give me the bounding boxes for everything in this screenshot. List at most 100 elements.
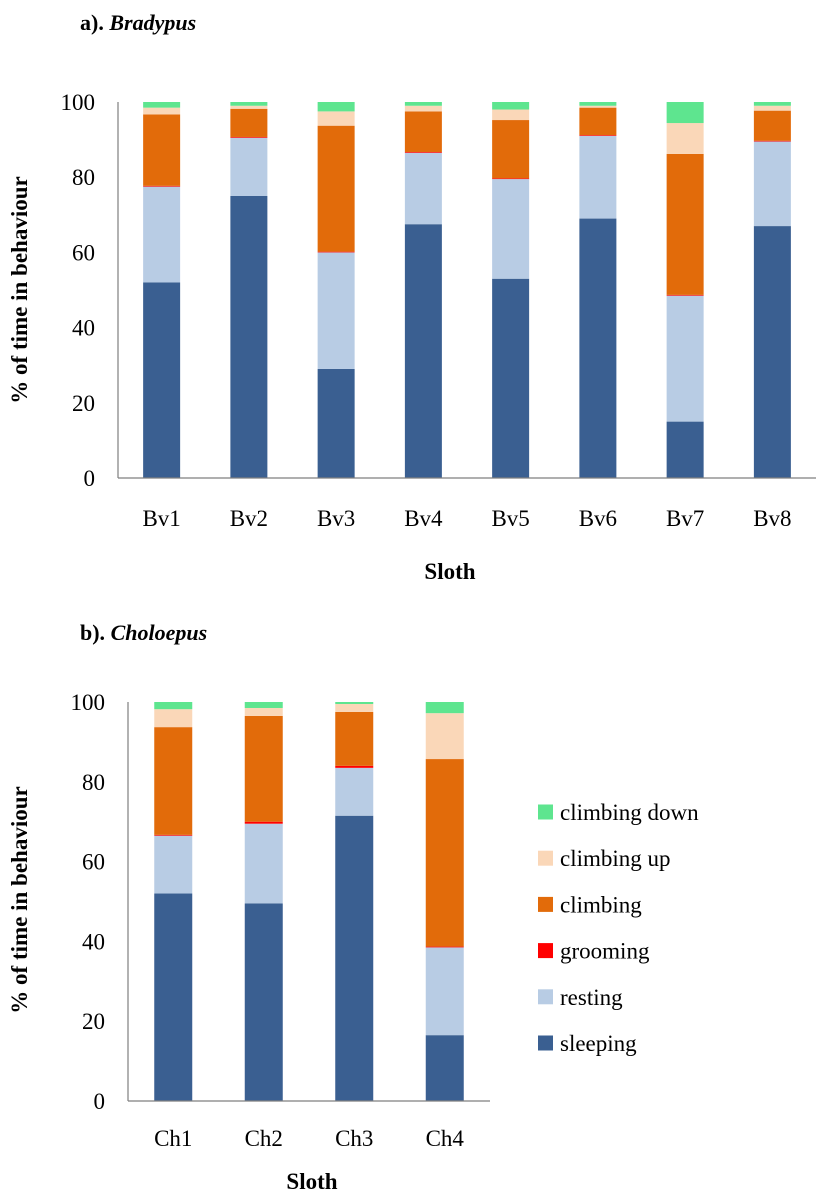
panel-title-genus: Choloepus — [111, 620, 208, 645]
x-tick-label-ch3: Ch3 — [335, 1126, 373, 1151]
bar-bv1-resting — [143, 186, 181, 283]
x-tick-label-ch2: Ch2 — [245, 1126, 283, 1151]
bar-bv3-climbing-down — [317, 102, 355, 112]
y-tick-label-100: 100 — [61, 90, 96, 115]
bar-ch2-climbing — [244, 715, 283, 822]
bar-ch4-climbing-up — [425, 713, 464, 760]
bar-bv4-resting — [404, 152, 442, 225]
panel-title: b). Choloepus — [80, 620, 207, 645]
bar-ch4-grooming — [425, 946, 464, 948]
y-tick-label-40: 40 — [72, 316, 95, 341]
x-tick-label-bv3: Bv3 — [317, 506, 355, 531]
bar-bv3-climbing-up — [317, 111, 355, 126]
y-tick-label-20: 20 — [72, 391, 95, 416]
bar-ch2-resting — [244, 823, 283, 904]
chart-b: b). Choloepus 0 20 40 60 80 100 Ch1 Ch2 Ch3 Ch4 Slo… — [7, 620, 490, 1194]
y-tick-label-80: 80 — [82, 770, 105, 795]
bar-ch4-climbing-down — [425, 702, 464, 714]
bar-bv6-climbing-down — [579, 102, 617, 106]
bar-bv5-climbing-up — [492, 109, 530, 121]
panel-title-prefix: a). — [80, 10, 109, 35]
bar-bv3-sleeping — [317, 368, 355, 478]
bar-bv7-sleeping — [666, 421, 704, 478]
legend-label-grooming: grooming — [560, 939, 650, 964]
panel-title-genus: Bradypus — [108, 10, 196, 35]
bar-bv8-climbing-up — [753, 105, 791, 111]
bar-ch4-resting — [425, 947, 464, 1036]
y-axis-title: % of time in behaviour — [7, 176, 32, 403]
bar-bv5-resting — [492, 179, 530, 279]
bar-ch1-sleeping — [154, 893, 193, 1101]
y-axis-title: % of time in behaviour — [7, 786, 32, 1013]
legend-swatch-climbing — [538, 896, 553, 912]
bar-bv7-climbing-down — [666, 102, 704, 124]
bar-ch3-climbing-down — [335, 702, 374, 704]
x-tick-label-bv1: Bv1 — [142, 506, 180, 531]
x-tick-label-bv7: Bv7 — [666, 506, 704, 531]
bar-ch3-climbing-up — [335, 704, 374, 712]
bar-bv2-grooming — [230, 136, 268, 138]
bar-bv7-grooming — [666, 294, 704, 296]
bar-bv8-grooming — [753, 140, 791, 142]
bar-bv4-grooming — [404, 152, 442, 153]
x-tick-label-ch1: Ch1 — [154, 1126, 192, 1151]
bar-ch2-grooming — [244, 821, 283, 824]
bar-bv8-resting — [753, 141, 791, 227]
bar-bv5-grooming — [492, 178, 530, 180]
bar-bv7-resting — [666, 295, 704, 422]
bar-bv6-climbing — [579, 107, 617, 136]
bar-bv6-climbing-up — [579, 105, 617, 108]
legend-swatch-sleeping — [538, 1035, 553, 1051]
bar-bv5-climbing-down — [492, 102, 530, 110]
legend-swatch-climbing-down — [538, 804, 553, 820]
x-tick-label-bv2: Bv2 — [230, 506, 268, 531]
y-tick-label-60: 60 — [82, 850, 105, 875]
bar-ch2-sleeping — [244, 903, 283, 1101]
bar-ch3-resting — [335, 767, 374, 816]
legend-label-resting: resting — [560, 985, 623, 1010]
panel-title: a). Bradypus — [80, 10, 196, 35]
bar-ch3-climbing — [335, 711, 374, 766]
x-axis-title: Sloth — [286, 1169, 337, 1194]
bar-bv4-climbing — [404, 111, 442, 153]
bar-bv8-climbing-down — [753, 102, 791, 106]
bar-bv6-resting — [579, 135, 617, 219]
bar-bv4-climbing-down — [404, 102, 442, 106]
bar-ch3-sleeping — [335, 815, 374, 1101]
legend: climbing down climbing up climbing grooming… — [538, 800, 699, 1056]
bar-bv1-sleeping — [143, 282, 181, 478]
chart-a: a). Bradypus 0 20 40 60 80 100 Bv1 Bv2 Bv3 Bv4 Bv5 B… — [7, 10, 816, 584]
bar-bv8-climbing — [753, 110, 791, 141]
bar-bv1-climbing-up — [143, 107, 181, 115]
bar-bv6-sleeping — [579, 218, 617, 478]
bar-ch1-resting — [154, 835, 193, 894]
bar-bv2-resting — [230, 137, 268, 196]
bar-ch1-climbing-down — [154, 702, 193, 710]
bar-ch1-grooming — [154, 834, 193, 836]
x-tick-label-bv6: Bv6 — [579, 506, 617, 531]
bar-ch1-climbing — [154, 727, 193, 835]
bar-bv2-climbing-down — [230, 102, 268, 106]
legend-swatch-climbing-up — [538, 850, 553, 866]
legend-label-climbing: climbing — [560, 892, 642, 917]
bar-bv6-grooming — [579, 135, 617, 136]
bar-bv1-climbing — [143, 114, 181, 186]
legend-swatch-resting — [538, 989, 553, 1005]
x-tick-label-bv8: Bv8 — [753, 506, 791, 531]
bar-bv2-climbing-up — [230, 105, 268, 109]
y-tick-label-20: 20 — [82, 1009, 105, 1034]
bar-bv3-climbing — [317, 125, 355, 252]
legend-label-sleeping: sleeping — [560, 1031, 637, 1056]
bar-bv3-grooming — [317, 251, 355, 253]
bar-ch4-climbing — [425, 759, 464, 947]
y-tick-label-100: 100 — [71, 690, 106, 715]
y-tick-label-0: 0 — [84, 466, 96, 491]
bar-ch2-climbing-up — [244, 707, 283, 716]
bar-bv5-sleeping — [492, 278, 530, 478]
panel-title-prefix: b). — [80, 620, 111, 645]
bar-bv1-climbing-down — [143, 102, 181, 108]
y-tick-label-60: 60 — [72, 240, 95, 265]
bar-bv5-climbing — [492, 120, 530, 179]
bar-bv2-sleeping — [230, 196, 268, 478]
